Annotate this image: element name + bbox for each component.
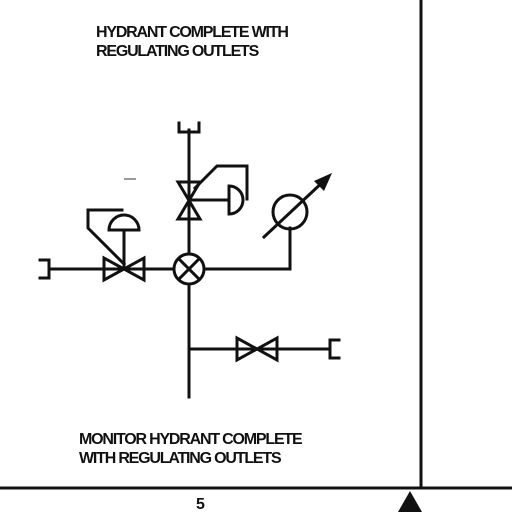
lower-valve-icon xyxy=(235,335,279,363)
triangle-marker-icon xyxy=(398,491,422,512)
bottom-title-line-1: MONITOR HYDRANT COMPLETE xyxy=(79,431,303,448)
stray-mark xyxy=(124,178,136,180)
top-title-line-2: REGULATING OUTLETS xyxy=(96,43,259,60)
top-title-line-1: HYDRANT COMPLETE WITH xyxy=(96,24,289,41)
left-valve-pilot-line xyxy=(86,208,127,267)
bottom-title-line-2: WITH REGULATING OUTLETS xyxy=(79,450,282,467)
cross-fitting-mark-b xyxy=(177,257,201,281)
left-valve-actuator-icon xyxy=(107,213,141,232)
page-number: 5 xyxy=(196,496,205,513)
bottom-diagram-title: MONITOR HYDRANT COMPLETE WITH REGULATING… xyxy=(79,430,303,468)
top-valve-pilot-line xyxy=(192,164,249,201)
lower-outlet-connector xyxy=(328,338,341,360)
left-valve-icon xyxy=(102,255,146,283)
left-outlet-connector xyxy=(38,258,51,280)
gauge-arrow-line xyxy=(261,176,329,240)
top-valve-icon xyxy=(175,180,203,221)
top-diagram-title: HYDRANT COMPLETE WITH REGULATING OUTLETS xyxy=(96,23,289,61)
top-valve-actuator-icon xyxy=(227,184,245,216)
gauge-arrowhead-icon xyxy=(314,173,332,191)
top-outlet-connector xyxy=(177,121,201,134)
pressure-gauge-icon xyxy=(271,193,309,231)
